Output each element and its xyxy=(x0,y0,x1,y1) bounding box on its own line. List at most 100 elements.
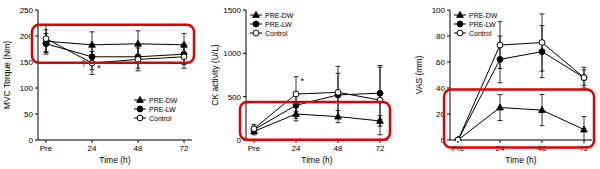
y-tick xyxy=(35,36,38,37)
legend-label: PRE-DW xyxy=(265,12,294,19)
y-tick-label: 500 xyxy=(228,93,242,102)
error-cap xyxy=(378,134,383,135)
legend-label: PRE-LW xyxy=(265,21,292,28)
highlight-box xyxy=(32,25,194,63)
error-bar xyxy=(378,65,383,134)
x-tick-label: 24 xyxy=(88,144,97,153)
y-tick xyxy=(243,53,246,54)
legend-label: PRE-LW xyxy=(469,21,496,28)
marker xyxy=(251,127,257,133)
panel: 050100150200250Pre244872MVC Torque (Nm)T… xyxy=(2,6,194,165)
x-tick xyxy=(46,140,47,143)
error-cap xyxy=(582,116,587,117)
y-tick xyxy=(243,96,246,97)
error-cap xyxy=(336,118,341,119)
y-tick xyxy=(447,36,450,37)
marker xyxy=(497,104,504,110)
marker xyxy=(253,11,260,17)
y-tick xyxy=(35,114,38,115)
y-axis xyxy=(38,10,39,140)
x-tick xyxy=(542,140,543,143)
series-line xyxy=(254,114,380,131)
error-cap xyxy=(498,94,503,95)
marker xyxy=(455,137,461,141)
series-line xyxy=(254,92,380,128)
x-tick-label: 48 xyxy=(334,144,343,153)
error-cap xyxy=(182,33,187,34)
legend-label: Control xyxy=(265,30,288,37)
error-cap xyxy=(498,21,503,22)
legend: PRE-DW PRE-LW Control xyxy=(454,11,498,36)
error-bar xyxy=(582,117,587,141)
y-tick xyxy=(447,88,450,89)
legend: PRE-DWPRE-LWControl xyxy=(134,96,178,121)
x-tick-label: 24 xyxy=(292,144,301,153)
series-line xyxy=(46,44,184,57)
y-tick-label: 100 xyxy=(432,6,446,15)
error-cap xyxy=(182,45,187,46)
x-tick-label: Pre xyxy=(40,144,53,153)
error-cap xyxy=(582,85,587,86)
y-tick-label: 100 xyxy=(20,84,34,93)
error-cap xyxy=(252,134,257,135)
legend-label: Control xyxy=(149,115,172,122)
error-cap xyxy=(498,68,503,69)
error-cap xyxy=(540,71,545,72)
error-cap xyxy=(540,125,545,126)
error-cap xyxy=(136,47,141,48)
marker xyxy=(137,106,143,112)
series-line xyxy=(46,41,184,45)
y-tick-label: 40 xyxy=(436,84,445,93)
error-bar xyxy=(252,126,257,133)
marker xyxy=(335,89,341,95)
y-axis xyxy=(246,10,247,140)
error-bar xyxy=(498,22,503,69)
plot-data xyxy=(251,65,384,134)
y-label: CK activity (U/L) xyxy=(210,44,220,106)
x-tick-label: Pre xyxy=(248,144,261,153)
error-cap xyxy=(44,54,49,55)
error-bar xyxy=(136,48,141,71)
marker xyxy=(539,107,546,113)
error-cap xyxy=(582,69,587,70)
highlight-box xyxy=(240,102,390,140)
marker xyxy=(251,126,257,132)
x-tick-label: 48 xyxy=(134,144,143,153)
series-line xyxy=(458,108,584,141)
marker xyxy=(581,126,588,132)
marker xyxy=(293,91,299,97)
x-tick xyxy=(184,140,185,143)
error-bar xyxy=(540,95,545,126)
x-axis xyxy=(38,140,192,141)
y-tick xyxy=(35,88,38,89)
marker xyxy=(137,96,144,102)
y-tick xyxy=(35,10,38,11)
error-cap xyxy=(44,51,49,52)
error-cap xyxy=(498,120,503,121)
error-cap xyxy=(136,30,141,31)
legend-label: PRE-DW xyxy=(469,12,498,19)
y-tick xyxy=(447,114,450,115)
error-cap xyxy=(540,13,545,14)
marker xyxy=(455,136,462,141)
y-tick xyxy=(35,140,38,141)
y-tick xyxy=(447,62,450,63)
legend-label: Control xyxy=(469,30,492,37)
marker xyxy=(581,75,587,81)
error-cap xyxy=(294,111,299,112)
marker xyxy=(455,137,461,141)
x-label: Time (h) xyxy=(301,155,332,165)
plot-data xyxy=(43,26,188,75)
marker xyxy=(137,115,143,121)
marker xyxy=(457,30,463,36)
annotation: * xyxy=(301,76,305,86)
panel: 020406080100Pre244872VAS (mm)Time (h)PRE… xyxy=(414,6,594,165)
y-tick-label: 60 xyxy=(436,58,445,67)
y-tick xyxy=(447,10,450,11)
y-label: MVC Torque (Nm) xyxy=(2,41,12,109)
x-axis xyxy=(450,140,592,141)
error-bar xyxy=(44,26,49,52)
series-line xyxy=(458,52,584,140)
error-bar xyxy=(182,45,187,68)
marker xyxy=(135,40,142,46)
